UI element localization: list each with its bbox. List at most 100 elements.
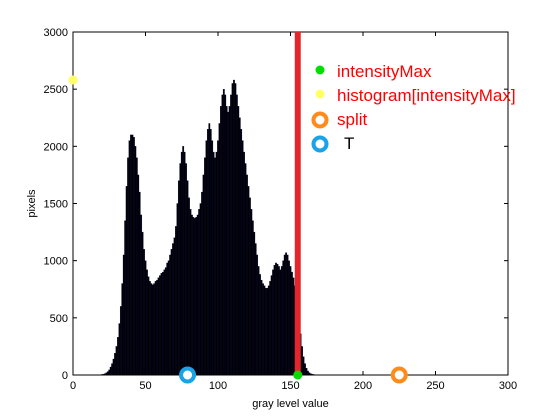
histogram-bar — [179, 163, 182, 376]
histogram-bar — [304, 363, 306, 376]
histogram-bar — [241, 140, 244, 376]
histogram-bar — [234, 83, 237, 376]
histogram-bar — [209, 129, 212, 376]
x-tick-label: 150 — [281, 380, 299, 392]
histogram-bar — [106, 371, 109, 376]
histogram-bar — [227, 111, 230, 376]
histogram-bar — [130, 134, 132, 376]
histogram-bar — [118, 323, 121, 376]
legend-marker-ring — [311, 135, 329, 153]
histogram-bar — [266, 287, 269, 376]
histogram-bar — [162, 271, 164, 376]
histogram-bar — [204, 157, 206, 376]
histogram-bar — [195, 217, 198, 376]
histogram-bar — [238, 117, 241, 376]
histogram-bar — [267, 285, 270, 376]
histogram-bar — [217, 140, 219, 376]
histogram-bar — [193, 218, 196, 376]
histogram-bar — [292, 277, 295, 376]
legend-label: split — [337, 110, 368, 129]
histogram-bar — [263, 285, 266, 376]
histogram-bar — [260, 279, 263, 376]
histogram-bar — [153, 283, 156, 376]
histogram-bar — [228, 106, 231, 376]
histogram-bar — [208, 123, 211, 376]
histogram-bar — [122, 254, 125, 376]
legend-marker-dot — [315, 89, 325, 99]
y-axis-label: pixels — [26, 189, 38, 218]
y-tick-label: 1000 — [44, 256, 68, 268]
histogram-bar — [273, 265, 276, 376]
histogram-bar — [246, 174, 248, 376]
y-tick-label: 2500 — [44, 84, 68, 96]
markers — [68, 75, 408, 384]
histogram-bar — [264, 287, 267, 376]
histogram-bar — [121, 283, 124, 376]
histogram-bar — [134, 146, 137, 376]
histogram-bar — [156, 279, 158, 376]
histogram-bar — [148, 281, 151, 376]
histogram-bar — [291, 271, 293, 376]
histogram-bar — [183, 151, 186, 376]
histogram-bar — [257, 266, 260, 376]
y-tick-label: 500 — [50, 313, 68, 325]
x-tick-label: 250 — [426, 380, 444, 392]
histogram-bar — [225, 106, 228, 376]
histogram-bar — [164, 267, 167, 376]
histogram-bar — [253, 231, 256, 376]
histogram-bar — [199, 203, 202, 376]
x-tick-label: 100 — [209, 380, 227, 392]
histogram-bar — [151, 284, 154, 376]
histogram-bar — [180, 151, 183, 376]
histogram-bar — [185, 163, 187, 376]
histogram-bar — [146, 269, 148, 376]
histogram-bar — [243, 151, 245, 376]
histogram-bar — [147, 276, 150, 376]
y-tick-label: 3000 — [44, 27, 68, 39]
histogram-bar — [198, 209, 201, 376]
histogram-bar — [163, 269, 166, 376]
histogram-bar — [259, 274, 261, 376]
histogram-bar — [301, 346, 303, 376]
x-tick-label: 300 — [499, 380, 517, 392]
histogram-bar — [167, 260, 170, 376]
histogram-bar — [173, 237, 176, 376]
y-tick-label: 1500 — [44, 199, 68, 211]
histogram-bar — [237, 106, 240, 376]
t-marker — [179, 366, 197, 384]
histogram-bar — [119, 306, 122, 376]
histogram-bar — [127, 157, 129, 376]
histogram-bar — [186, 180, 189, 376]
histogram-bar — [222, 89, 225, 376]
histogram-bar — [201, 191, 203, 376]
histogram-bar — [220, 106, 222, 376]
histogram-bar — [157, 277, 160, 376]
histogram-bar — [128, 140, 131, 376]
histogram-bar — [262, 283, 264, 376]
y-tick-label: 2000 — [44, 141, 68, 153]
histogram-bar — [160, 273, 163, 376]
histogram-bar — [224, 94, 227, 376]
histogram-bar — [240, 129, 243, 376]
histogram-bar — [108, 369, 111, 376]
histogram-bar — [159, 275, 161, 376]
histogram-bar — [244, 163, 247, 376]
intensity-max-marker — [293, 370, 303, 380]
histogram-bar — [131, 134, 134, 376]
histogram-bar — [125, 186, 128, 376]
x-axis-label: gray level value — [252, 398, 328, 410]
histogram-bar — [138, 191, 141, 376]
histogram-bar — [251, 220, 254, 376]
histogram-bar — [307, 370, 309, 376]
legend-label: T — [344, 134, 354, 153]
histogram-bar — [188, 197, 190, 376]
legend-marker-dot — [315, 65, 325, 75]
histogram-bar — [115, 346, 118, 376]
histogram-bar — [214, 157, 216, 376]
histogram-bars — [101, 79, 318, 376]
histogram-bar — [141, 231, 144, 376]
histogram-bar — [150, 283, 153, 376]
histogram-bar — [192, 217, 195, 376]
histogram-bar — [289, 266, 292, 376]
